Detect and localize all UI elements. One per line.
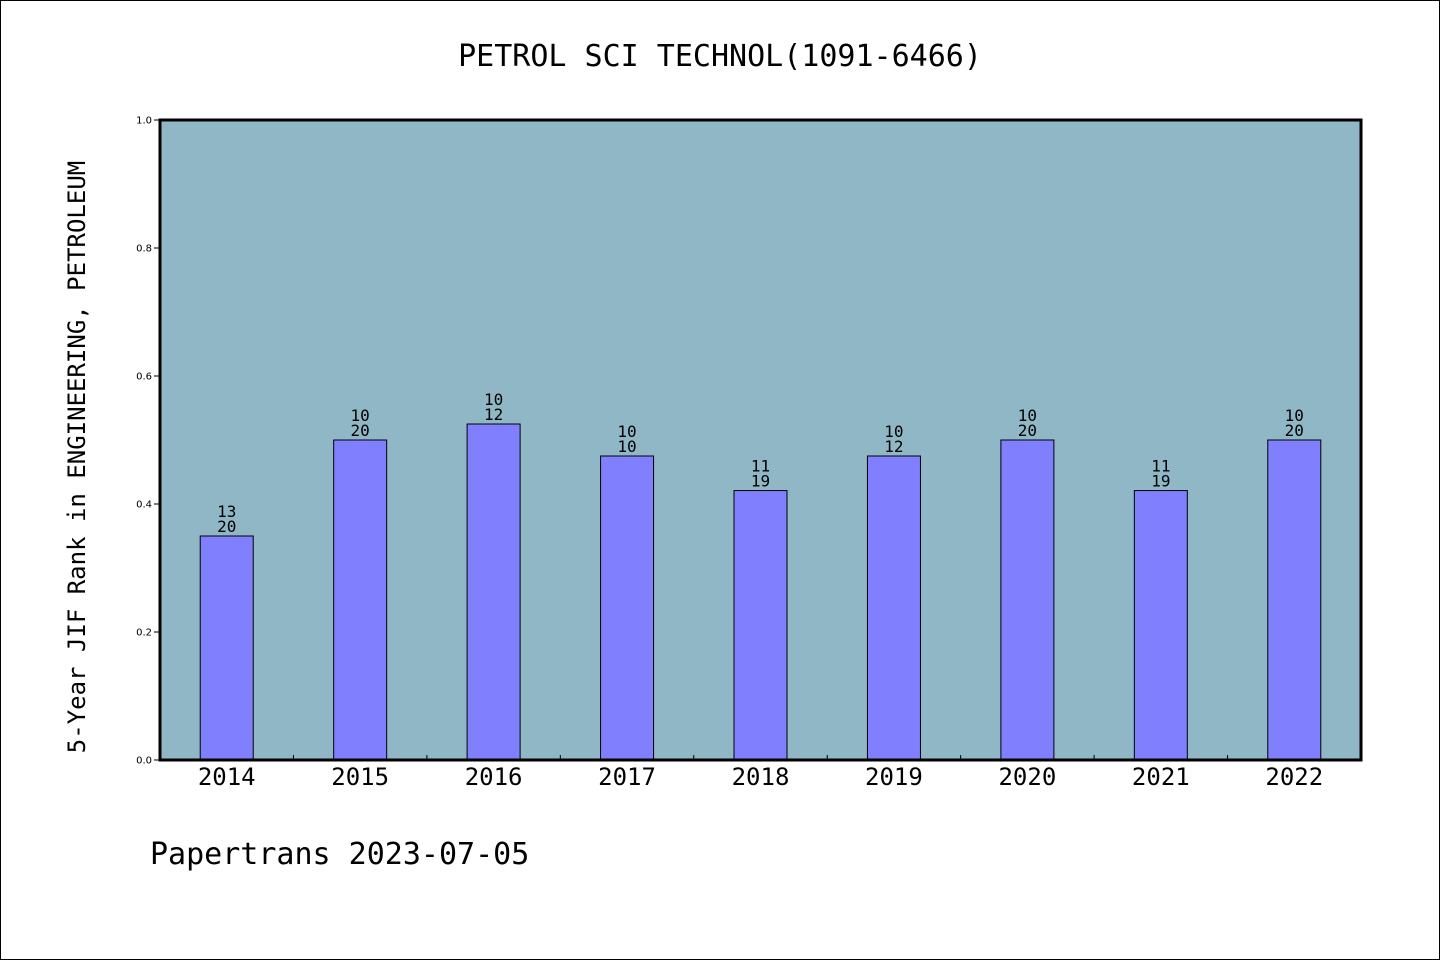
- bar-2016: [466, 423, 521, 761]
- bar-total-label: 20: [351, 421, 370, 440]
- bar-2022: [1267, 439, 1322, 761]
- bar-rank-label: 11: [751, 457, 770, 476]
- y-axis-label: 5-Year JIF Rank in ENGINEERING, PETROLEU…: [63, 161, 91, 753]
- bar-rank-label: 10: [1018, 406, 1037, 425]
- bar-total-label: 20: [1285, 421, 1304, 440]
- y-tick-label: 0.2: [136, 628, 152, 639]
- bar-total-label: 10: [617, 437, 636, 456]
- y-tick-label: 0.4: [136, 500, 152, 511]
- x-tick-label: 2018: [732, 763, 790, 791]
- bar-2021: [1133, 490, 1188, 761]
- x-tick-label: 2022: [1265, 763, 1323, 791]
- y-tick-label: 1.0: [136, 116, 152, 127]
- bar-total-label: 19: [1151, 472, 1170, 491]
- y-tick-label: 0.6: [136, 372, 152, 383]
- bar-2014: [199, 535, 254, 761]
- x-tick-label: 2021: [1132, 763, 1190, 791]
- bar-rank-label: 10: [484, 390, 503, 409]
- footer-text: Papertrans 2023-07-05: [150, 837, 529, 872]
- chart-title: PETROL SCI TECHNOL(1091-6466): [458, 39, 982, 74]
- x-tick-label: 2016: [465, 763, 523, 791]
- bar-rank-label: 13: [217, 502, 236, 521]
- bar-total-label: 12: [484, 405, 503, 424]
- x-tick-label: 2015: [331, 763, 389, 791]
- x-tick-label: 2017: [598, 763, 656, 791]
- bar-2020: [1000, 439, 1055, 761]
- bar-total-label: 12: [884, 437, 903, 456]
- bar-rank-label: 10: [617, 422, 636, 441]
- y-axis: 0.0 0.2 0.4 0.6 0.8 1.0: [136, 116, 160, 767]
- bar-total-label: 20: [217, 517, 236, 536]
- x-tick-label: 2020: [998, 763, 1056, 791]
- x-tick-label: 2014: [198, 763, 256, 791]
- bar-rank-label: 10: [1285, 406, 1304, 425]
- bar-2018: [733, 490, 788, 761]
- bar-2017: [600, 455, 655, 761]
- bar-rank-label: 10: [884, 422, 903, 441]
- x-tick-label: 2019: [865, 763, 923, 791]
- bar-2015: [333, 439, 388, 761]
- x-axis: 2014 2015 2016 2017 2018 2019 2020 2021 2022: [198, 755, 1323, 791]
- bar-rank-label: 11: [1151, 457, 1170, 476]
- bar-total-label: 19: [751, 472, 770, 491]
- bar-total-label: 20: [1018, 421, 1037, 440]
- bar-rank-label: 10: [351, 406, 370, 425]
- y-tick-label: 0.0: [136, 756, 152, 767]
- bars: [199, 423, 1322, 761]
- plot-border: [158, 118, 1363, 762]
- y-tick-label: 0.8: [136, 244, 152, 255]
- bar-2019: [866, 455, 921, 761]
